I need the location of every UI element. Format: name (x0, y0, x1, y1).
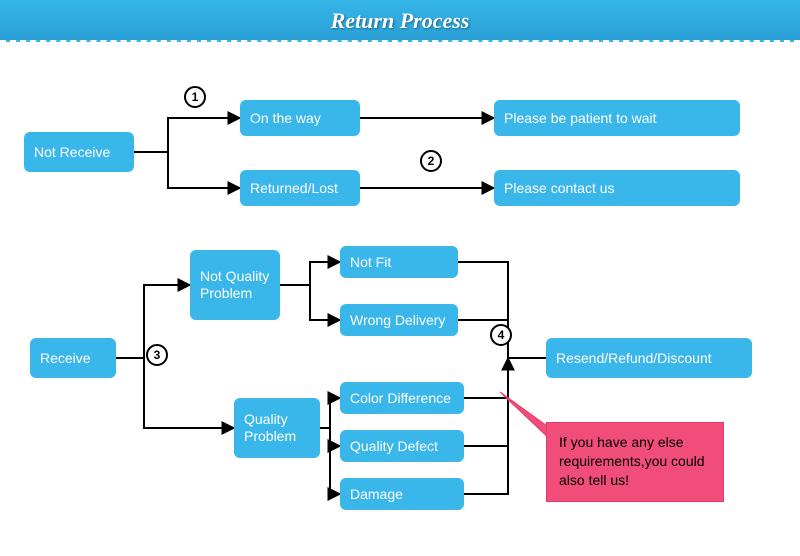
node-on-the-way: On the way (240, 100, 360, 136)
callout-text: If you have any else requirements,you co… (559, 434, 705, 488)
node-quality: Quality Problem (234, 398, 320, 458)
node-receive: Receive (30, 338, 116, 378)
step-badge-1: 1 (184, 86, 206, 108)
flowchart-stage: Not Receive On the way Returned/Lost Ple… (0, 42, 800, 556)
node-contact-us: Please contact us (494, 170, 740, 206)
node-resend: Resend/Refund/Discount (546, 338, 752, 378)
step-badge-3: 3 (146, 344, 168, 366)
node-wrong-delivery: Wrong Delivery (340, 304, 458, 336)
callout-requirements: If you have any else requirements,you co… (546, 422, 724, 502)
node-not-receive: Not Receive (24, 132, 134, 172)
node-not-fit: Not Fit (340, 246, 458, 278)
node-be-patient: Please be patient to wait (494, 100, 740, 136)
node-color-diff: Color Difference (340, 382, 464, 414)
node-not-quality: Not Quality Problem (190, 250, 280, 320)
node-damage: Damage (340, 478, 464, 510)
page-title: Return Process (331, 8, 470, 33)
step-badge-2: 2 (420, 150, 442, 172)
node-returned-lost: Returned/Lost (240, 170, 360, 206)
page-title-banner: Return Process (0, 0, 800, 42)
step-badge-4: 4 (490, 324, 512, 346)
node-quality-defect: Quality Defect (340, 430, 464, 462)
